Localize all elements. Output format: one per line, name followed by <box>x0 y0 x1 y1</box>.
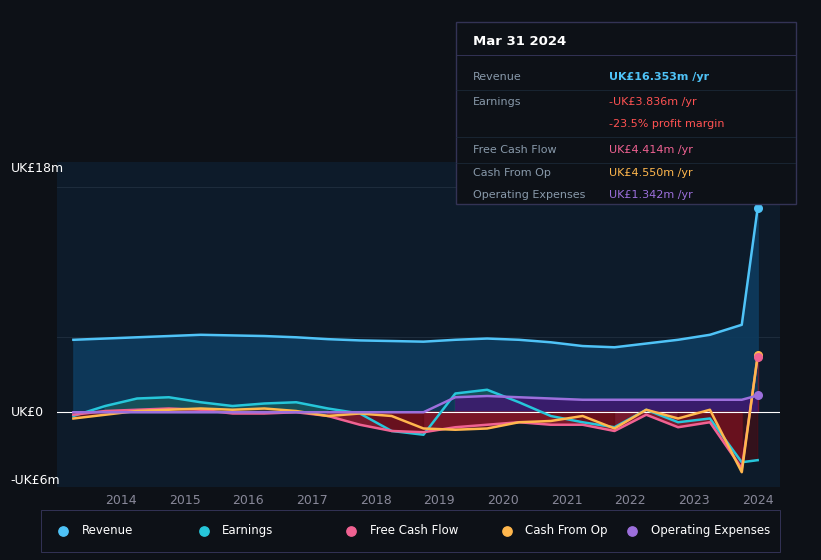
Text: -23.5% profit margin: -23.5% profit margin <box>609 119 724 129</box>
Text: Free Cash Flow: Free Cash Flow <box>369 524 458 537</box>
Text: -UK£6m: -UK£6m <box>11 474 60 487</box>
Point <box>751 353 764 362</box>
Text: Cash From Op: Cash From Op <box>473 169 551 179</box>
Point <box>751 391 764 400</box>
Text: UK£0: UK£0 <box>11 406 44 419</box>
Text: Cash From Op: Cash From Op <box>525 524 608 537</box>
Text: UK£1.342m /yr: UK£1.342m /yr <box>609 190 693 200</box>
Text: Earnings: Earnings <box>222 524 273 537</box>
Text: UK£4.414m /yr: UK£4.414m /yr <box>609 145 693 155</box>
Point <box>751 351 764 360</box>
Text: Revenue: Revenue <box>473 72 521 82</box>
Text: -UK£3.836m /yr: -UK£3.836m /yr <box>609 97 696 108</box>
Text: Operating Expenses: Operating Expenses <box>651 524 770 537</box>
Point <box>626 526 639 535</box>
Text: UK£4.550m /yr: UK£4.550m /yr <box>609 169 693 179</box>
Point <box>500 526 513 535</box>
Text: Revenue: Revenue <box>82 524 133 537</box>
Text: Mar 31 2024: Mar 31 2024 <box>473 35 566 48</box>
Text: Free Cash Flow: Free Cash Flow <box>473 145 557 155</box>
Text: UK£16.353m /yr: UK£16.353m /yr <box>609 72 709 82</box>
Text: Operating Expenses: Operating Expenses <box>473 190 585 200</box>
Text: Earnings: Earnings <box>473 97 521 108</box>
Point <box>57 526 70 535</box>
FancyBboxPatch shape <box>456 22 796 204</box>
Text: UK£18m: UK£18m <box>11 162 64 175</box>
Point <box>345 526 358 535</box>
Point <box>197 526 210 535</box>
FancyBboxPatch shape <box>41 510 780 552</box>
Point <box>751 203 764 212</box>
